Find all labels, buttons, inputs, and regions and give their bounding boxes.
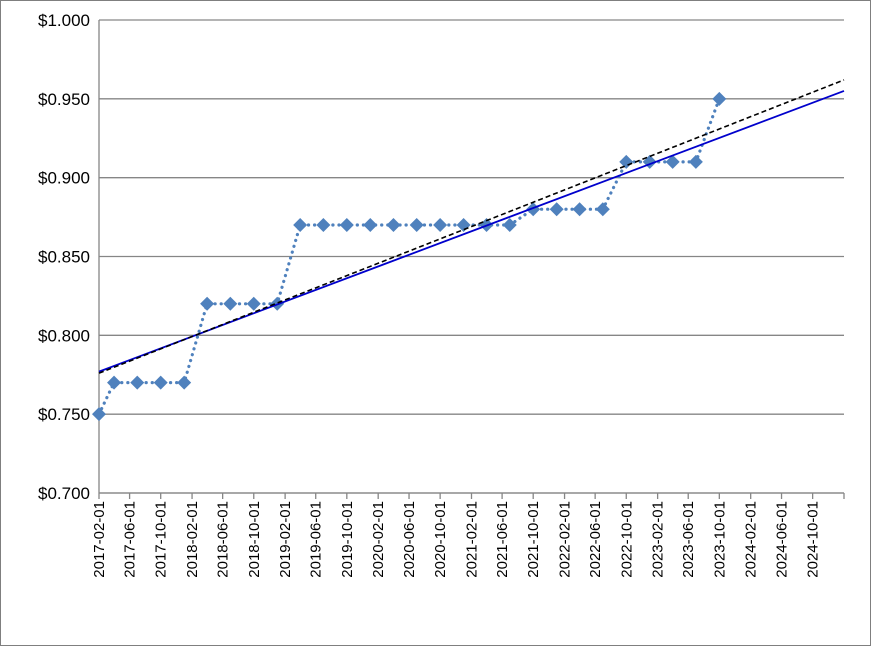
trendline-solid bbox=[98, 90, 845, 373]
data-point-marker bbox=[456, 217, 471, 232]
x-tick-label: 2021-06-01 bbox=[494, 501, 511, 578]
x-tick-label: 2023-10-01 bbox=[711, 501, 728, 578]
data-point-marker bbox=[502, 217, 517, 232]
data-point-marker bbox=[595, 202, 610, 217]
x-tick-label: 2020-06-01 bbox=[401, 501, 418, 578]
data-point-marker bbox=[339, 217, 354, 232]
data-point-marker bbox=[153, 375, 168, 390]
data-point-marker bbox=[130, 375, 145, 390]
x-tick-label: 2022-10-01 bbox=[618, 501, 635, 578]
data-point-marker bbox=[316, 217, 331, 232]
data-point-marker bbox=[619, 154, 634, 169]
data-point-marker bbox=[363, 217, 378, 232]
x-tick-label: 2019-10-01 bbox=[339, 501, 356, 578]
y-tick-label: $0.750 bbox=[38, 405, 90, 424]
data-point-marker bbox=[665, 154, 680, 169]
x-tick-label: 2021-10-01 bbox=[525, 501, 542, 578]
data-point-marker bbox=[409, 217, 424, 232]
data-point-marker bbox=[386, 217, 401, 232]
x-tick-label: 2022-02-01 bbox=[557, 501, 574, 578]
x-tick-label: 2017-06-01 bbox=[122, 501, 139, 578]
x-tick-label: 2024-10-01 bbox=[805, 501, 822, 578]
x-tick-label: 2024-02-01 bbox=[743, 501, 760, 578]
y-tick-label: $0.900 bbox=[38, 169, 90, 188]
data-point-marker bbox=[572, 202, 587, 217]
x-tick-label: 2019-06-01 bbox=[308, 501, 325, 578]
data-point-marker bbox=[200, 296, 215, 311]
x-tick-label: 2022-06-01 bbox=[587, 501, 604, 578]
x-tick-label: 2018-02-01 bbox=[184, 501, 201, 578]
x-tick-label: 2024-06-01 bbox=[774, 501, 791, 578]
data-point-marker bbox=[246, 296, 261, 311]
data-point-marker bbox=[293, 217, 308, 232]
data-point-marker bbox=[107, 375, 122, 390]
x-tick-label: 2019-02-01 bbox=[277, 501, 294, 578]
data-point-marker bbox=[549, 202, 564, 217]
x-tick-label: 2020-02-01 bbox=[370, 501, 387, 578]
y-tick-label: $1.000 bbox=[38, 11, 90, 30]
series-line bbox=[97, 97, 721, 416]
data-point-marker bbox=[712, 91, 727, 106]
data-point-marker bbox=[526, 202, 541, 217]
x-tick-label: 2020-10-01 bbox=[432, 501, 449, 578]
x-tick-label: 2023-06-01 bbox=[680, 501, 697, 578]
data-point-marker bbox=[92, 407, 106, 422]
y-tick-label: $0.850 bbox=[38, 248, 90, 267]
x-tick-label: 2017-02-01 bbox=[91, 501, 108, 578]
x-tick-label: 2018-06-01 bbox=[215, 501, 232, 578]
data-point-marker bbox=[433, 217, 448, 232]
data-point-marker bbox=[688, 154, 703, 169]
x-tick-label: 2018-10-01 bbox=[246, 501, 263, 578]
y-tick-label: $0.700 bbox=[38, 484, 90, 503]
x-tick-label: 2017-10-01 bbox=[153, 501, 170, 578]
data-point-marker bbox=[177, 375, 192, 390]
y-tick-label: $0.800 bbox=[38, 326, 90, 345]
x-tick-label: 2023-02-01 bbox=[650, 501, 667, 578]
data-point-marker bbox=[223, 296, 238, 311]
x-tick-label: 2021-02-01 bbox=[464, 501, 481, 578]
trendline-dashed bbox=[98, 79, 845, 374]
y-tick-label: $0.950 bbox=[38, 90, 90, 109]
